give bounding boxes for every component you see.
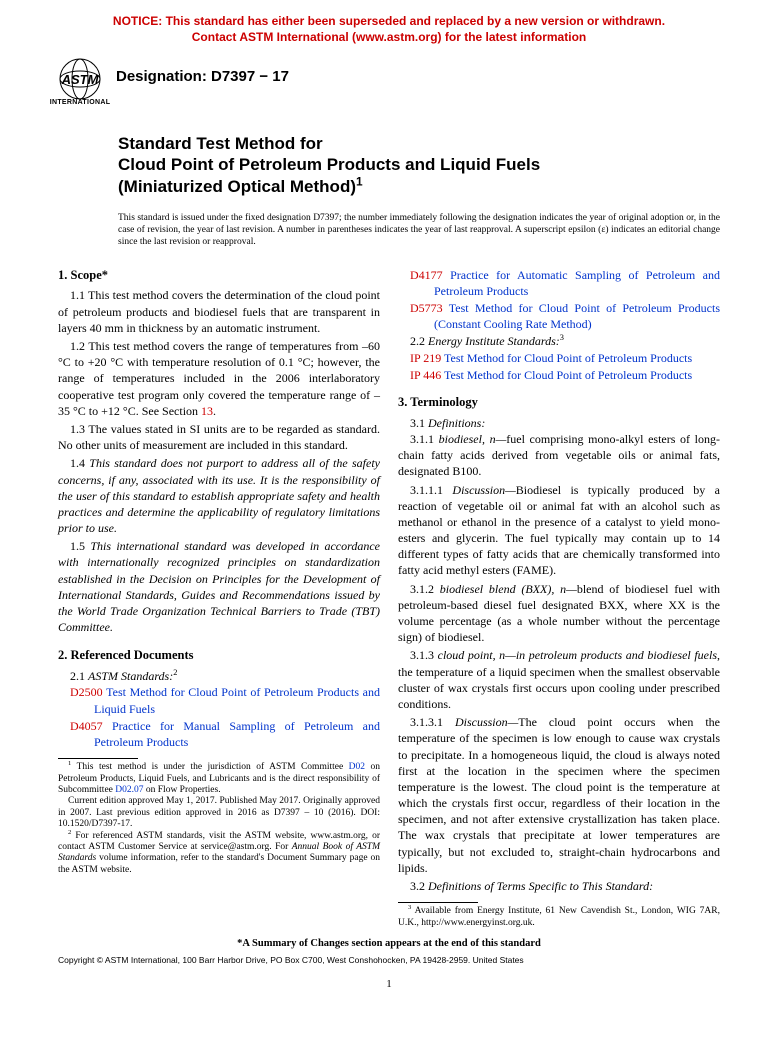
issued-note: This standard is issued under the fixed … [58,209,720,267]
para-3.1.2: 3.1.2 biodiesel blend (BXX), n—blend of … [398,581,720,646]
title-l2: Cloud Point of Petroleum Products and Li… [118,154,720,175]
footnote-3: 3 Available from Energy Institute, 61 Ne… [398,906,720,929]
para-1.5: 1.5 This international standard was deve… [58,538,380,635]
footnote-rule-right [398,902,478,903]
columns: 1. Scope* 1.1 This test method covers th… [58,267,720,929]
para-3.1.1.1: 3.1.1.1 Discussion—Biodiesel is typicall… [398,482,720,579]
footnote-rule-left [58,758,138,759]
footer: *A Summary of Changes section appears at… [0,937,778,1003]
copyright: Copyright © ASTM International, 100 Barr… [58,955,720,966]
title-block: Standard Test Method for Cloud Point of … [58,133,720,197]
scope-head: 1. Scope* [58,267,380,284]
ref-ip446[interactable]: IP 446 Test Method for Cloud Point of Pe… [410,367,720,383]
ref-d4177[interactable]: D4177 Practice for Automatic Sampling of… [410,267,720,299]
energy-institute-sub: 2.2 Energy Institute Standards:3 [398,333,720,349]
para-1.4: 1.4 This standard does not purport to ad… [58,455,380,536]
notice-banner: NOTICE: This standard has either been su… [0,0,778,51]
svg-text:ASTM: ASTM [61,72,100,87]
astm-standards-sub: 2.1 ASTM Standards:2 [58,668,380,684]
designation: Designation: D7397 − 17 [108,55,289,87]
content: Standard Test Method for Cloud Point of … [0,111,778,929]
astm-logo: ASTM INTERNATIONAL [52,55,108,111]
refdocs-head: 2. Referenced Documents [58,647,380,664]
ref-d5773[interactable]: D5773 Test Method for Cloud Point of Pet… [410,300,720,332]
terminology-head: 3. Terminology [398,394,720,411]
link-d02[interactable]: D02 [349,762,365,772]
para-1.2: 1.2 This test method covers the range of… [58,338,380,419]
footnote-1: 1 This test method is under the jurisdic… [58,762,380,796]
para-1.1: 1.1 This test method covers the determin… [58,287,380,336]
right-column: D4177 Practice for Automatic Sampling of… [398,267,720,929]
para-3.1.3: 3.1.3 cloud point, n—in petroleum produc… [398,647,720,712]
title-l3: (Miniaturized Optical Method)1 [118,176,720,197]
para-3.1.3.1: 3.1.3.1 Discussion—The cloud point occur… [398,714,720,876]
notice-line2: Contact ASTM International (www.astm.org… [192,30,586,44]
logo-text: INTERNATIONAL [50,98,111,107]
ref-d4057[interactable]: D4057 Practice for Manual Sampling of Pe… [70,718,380,750]
section-link-13[interactable]: 13 [201,404,213,418]
para-1.3: 1.3 The values stated in SI units are to… [58,421,380,453]
para-3.1.1: 3.1.1 biodiesel, n—fuel comprising mono-… [398,431,720,480]
footnote-2: 2 For referenced ASTM standards, visit t… [58,831,380,877]
title-l1: Standard Test Method for [118,133,720,154]
summary-note: *A Summary of Changes section appears at… [58,937,720,951]
header: ASTM INTERNATIONAL Designation: D7397 − … [0,51,778,111]
ref-d2500[interactable]: D2500 Test Method for Cloud Point of Pet… [70,684,380,716]
left-column: 1. Scope* 1.1 This test method covers th… [58,267,380,929]
page-number: 1 [58,977,720,992]
link-d02-07[interactable]: D02.07 [115,785,143,795]
notice-line1: NOTICE: This standard has either been su… [113,14,665,28]
definitions-sub: 3.1 Definitions: [398,415,720,431]
definitions-specific-sub: 3.2 Definitions of Terms Specific to Thi… [398,878,720,894]
footnote-1b: Current edition approved May 1, 2017. Pu… [58,796,380,830]
ref-ip219[interactable]: IP 219 Test Method for Cloud Point of Pe… [410,350,720,366]
